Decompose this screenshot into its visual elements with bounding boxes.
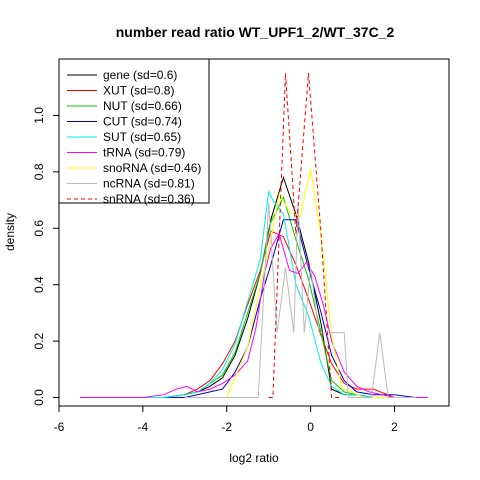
legend-box (58, 58, 210, 204)
x-axis-label: log2 ratio (229, 451, 279, 465)
y-tick-label: 0.2 (32, 332, 46, 349)
x-tick-label: 0 (307, 420, 314, 434)
y-tick-label: 0.4 (32, 276, 46, 293)
legend-label-5: tRNA (sd=0.79) (103, 146, 185, 160)
series-line-3 (80, 219, 428, 398)
legend-label-7: ncRNA (sd=0.81) (103, 177, 195, 191)
y-axis-label: density (3, 213, 17, 251)
y-tick-label: 1.0 (32, 107, 46, 124)
series-layer (80, 73, 428, 398)
y-tick-label: 0.0 (32, 389, 46, 406)
x-tick-label: -4 (138, 420, 149, 434)
y-axis: 0.0 0.2 0.4 0.6 0.8 1.0 (32, 107, 59, 406)
plot-frame (58, 58, 450, 407)
series-line-6 (184, 168, 395, 398)
chart-title: number read ratio WT_UPF1_2/WT_37C_2 (116, 24, 395, 40)
legend-label-8: snRNA (sd=0.36) (103, 192, 195, 206)
x-tick-label: -6 (54, 420, 65, 434)
legend-label-2: NUT (sd=0.66) (103, 99, 182, 113)
legend-label-0: gene (sd=0.6) (103, 68, 177, 82)
y-tick-label: 0.8 (32, 163, 46, 180)
legend-label-6: snoRNA (sd=0.46) (103, 161, 201, 175)
legend: gene (sd=0.6) XUT (sd=0.8)NUT (sd=0.66) CU… (58, 58, 210, 206)
legend-label-1: XUT (sd=0.8) (103, 84, 174, 98)
legend-label-4: SUT (sd=0.65) (103, 130, 181, 144)
y-tick-label: 0.6 (32, 220, 46, 237)
series-line-5 (80, 232, 428, 398)
legend-label-3: CUT (sd=0.74) (103, 115, 182, 129)
series-line-7 (184, 202, 416, 398)
x-tick-label: -2 (221, 420, 232, 434)
x-tick-label: 2 (391, 420, 398, 434)
series-line-8 (268, 73, 340, 398)
x-axis: -6 -4 -2 0 2 (54, 406, 398, 434)
